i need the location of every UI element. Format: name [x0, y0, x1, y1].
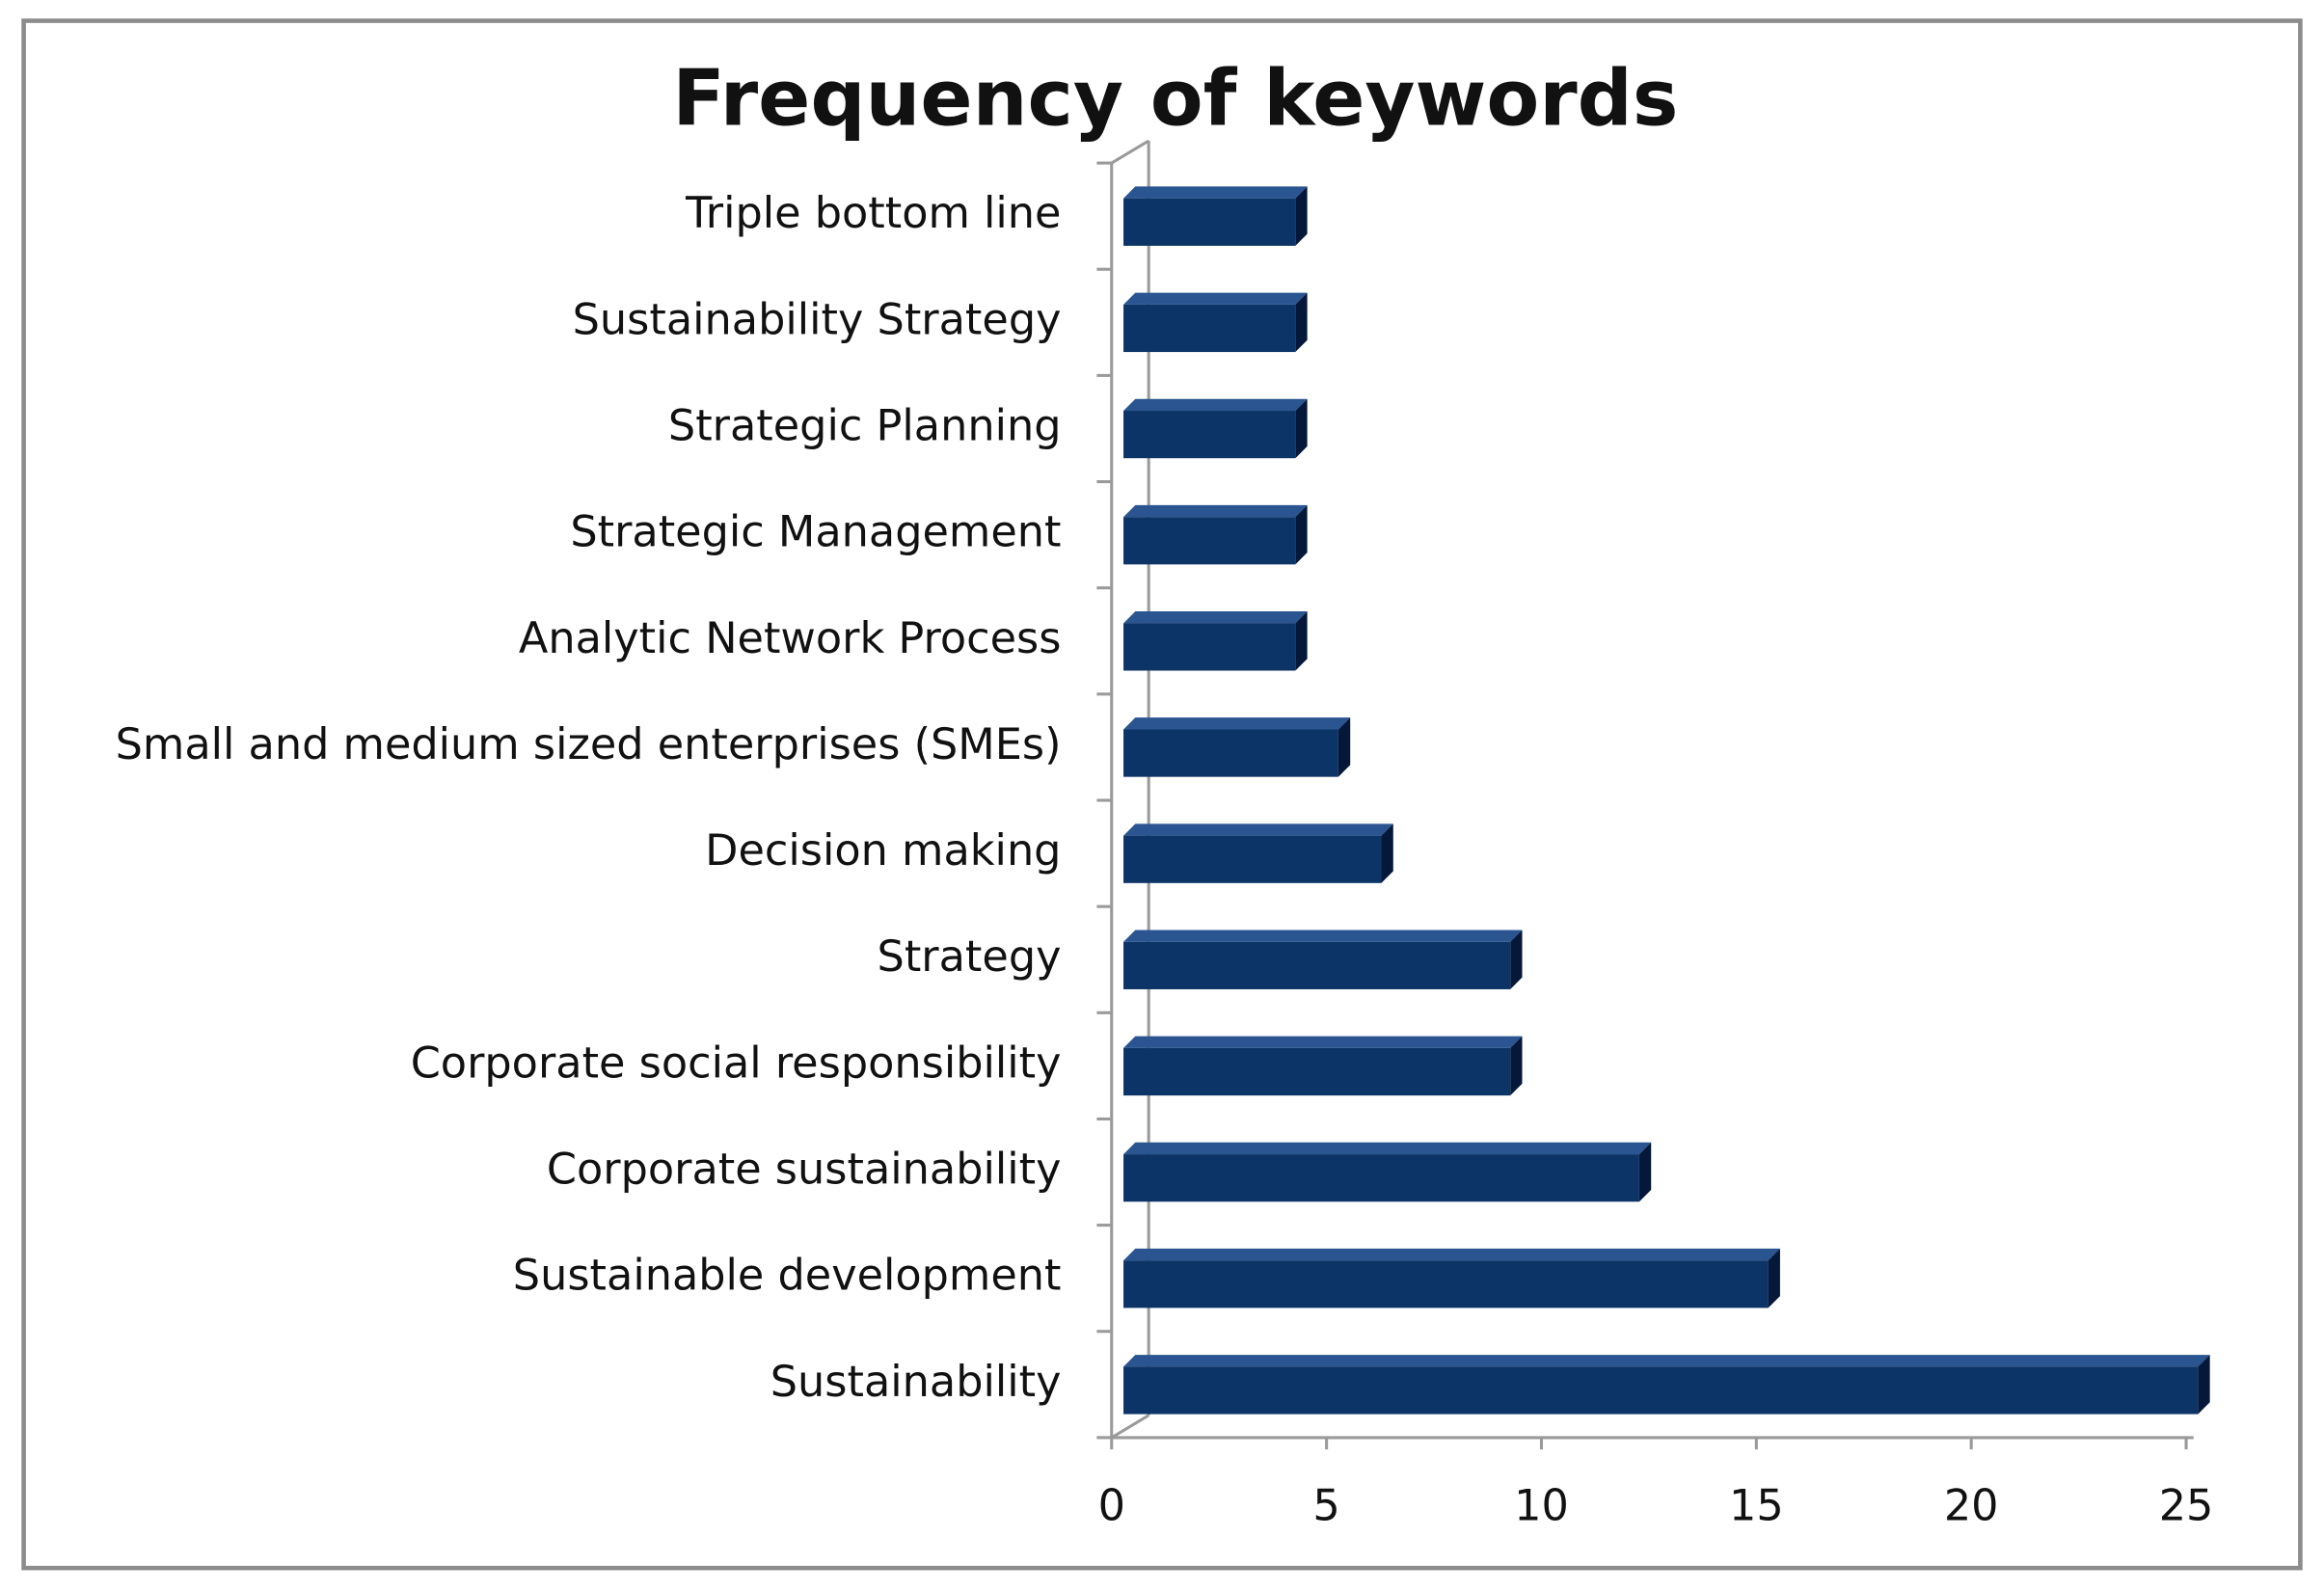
x-tick-label: 0 — [1098, 1481, 1125, 1531]
chart-frame — [21, 18, 2303, 1571]
bar-side-face — [1381, 823, 1393, 883]
chart-title: Frequency of keywords — [672, 54, 1678, 144]
y-tick-label: Analytic Network Process — [519, 613, 1062, 663]
x-tick-label: 25 — [2159, 1481, 2214, 1531]
bar-top-face — [1123, 1036, 1523, 1048]
bar — [1123, 941, 1511, 989]
bar-side-face — [2198, 1355, 2210, 1415]
y-tick-label: Decision making — [705, 825, 1061, 876]
bar-top-face — [1123, 1142, 1652, 1155]
y-tick-label: Strategy — [878, 931, 1062, 982]
y-tick-label: Triple bottom line — [685, 188, 1061, 238]
x-tick-label: 5 — [1312, 1481, 1339, 1531]
y-tick-label: Sustainability — [770, 1357, 1062, 1407]
y-tick-label: Small and medium sized enterprises (SMEs… — [116, 719, 1062, 769]
axis-wall-bottom — [1110, 1414, 1149, 1440]
x-tick-label: 20 — [1944, 1481, 1999, 1531]
bar — [1123, 1047, 1511, 1096]
bar — [1123, 304, 1296, 353]
bar-side-face — [1295, 611, 1308, 671]
bar — [1123, 1260, 1769, 1308]
bar — [1123, 1154, 1639, 1202]
bar — [1123, 1366, 2199, 1415]
bar-side-face — [1295, 292, 1308, 353]
y-tick-label: Strategic Planning — [668, 400, 1062, 450]
y-tick-label: Strategic Management — [570, 507, 1061, 557]
bar-top-face — [1123, 186, 1308, 199]
bar-top-face — [1123, 292, 1308, 305]
bar — [1123, 517, 1296, 565]
bar-side-face — [1768, 1248, 1780, 1308]
bar-side-face — [1638, 1142, 1652, 1202]
y-tick-label: Sustainability Strategy — [573, 294, 1062, 344]
x-tick-label: 15 — [1729, 1481, 1784, 1531]
bar-side-face — [1295, 504, 1308, 565]
bar-top-face — [1123, 504, 1308, 518]
bar-side-face — [1338, 717, 1351, 777]
bar-side-face — [1295, 398, 1308, 459]
bar-top-face — [1123, 398, 1308, 412]
bar-top-face — [1123, 1248, 1780, 1261]
y-tick-label: Sustainable development — [513, 1251, 1062, 1301]
bar-top-face — [1123, 1355, 2210, 1367]
bar — [1123, 623, 1296, 671]
axis-wall-top — [1110, 139, 1149, 165]
y-tick-label: Corporate social responsibility — [411, 1038, 1062, 1088]
x-tick-label: 10 — [1514, 1481, 1569, 1531]
bar-top-face — [1123, 823, 1393, 836]
bar — [1123, 411, 1296, 459]
bar-top-face — [1123, 611, 1308, 624]
bar — [1123, 198, 1296, 246]
bar-side-face — [1510, 930, 1523, 989]
bar — [1123, 835, 1382, 883]
bar-top-face — [1123, 717, 1351, 730]
y-tick-label: Corporate sustainability — [547, 1145, 1062, 1195]
bar-top-face — [1123, 930, 1523, 942]
bar — [1123, 729, 1338, 777]
bar-side-face — [1510, 1036, 1523, 1096]
bar-side-face — [1295, 186, 1308, 246]
